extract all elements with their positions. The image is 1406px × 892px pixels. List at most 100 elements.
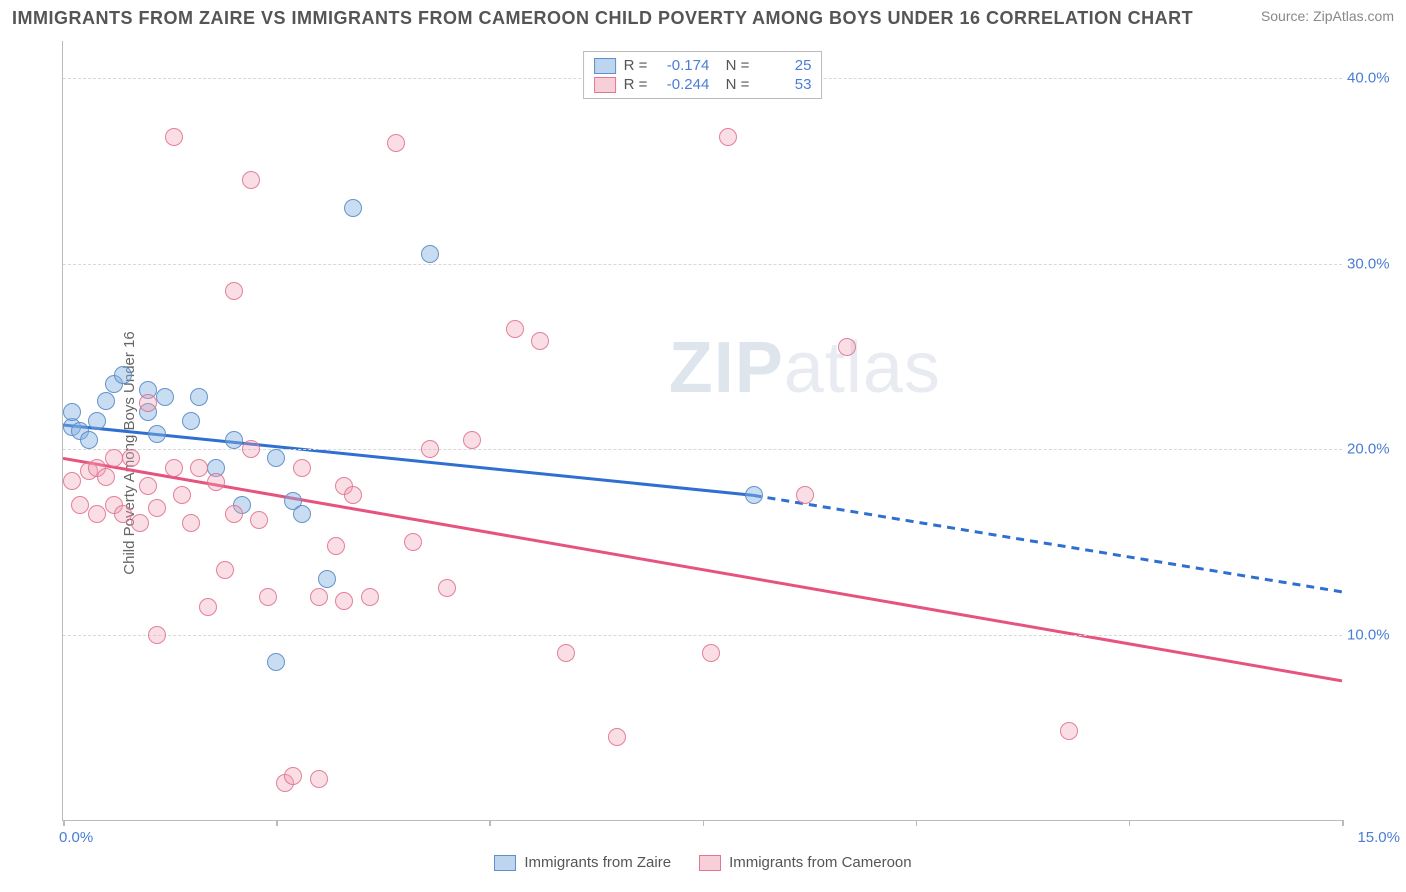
data-point (63, 472, 81, 490)
data-point (557, 644, 575, 662)
legend-n-label: N = (717, 76, 749, 93)
data-point (88, 412, 106, 430)
data-point (97, 468, 115, 486)
data-point (318, 570, 336, 588)
data-point (250, 511, 268, 529)
x-tick-mark (1129, 820, 1131, 826)
data-point (114, 366, 132, 384)
y-tick-label: 10.0% (1347, 626, 1402, 643)
data-point (225, 505, 243, 523)
data-point (1060, 722, 1078, 740)
watermark: ZIPatlas (669, 327, 941, 409)
data-point (421, 245, 439, 263)
data-point (148, 499, 166, 517)
data-point (97, 392, 115, 410)
data-point (225, 431, 243, 449)
data-point (139, 477, 157, 495)
data-point (259, 588, 277, 606)
data-point (173, 486, 191, 504)
data-point (335, 592, 353, 610)
data-point (463, 431, 481, 449)
data-point (838, 338, 856, 356)
data-point (139, 394, 157, 412)
legend-r-label: R = (624, 76, 648, 93)
data-point (438, 579, 456, 597)
x-tick-mark (489, 820, 491, 826)
watermark-thin: atlas (784, 328, 941, 408)
data-point (148, 626, 166, 644)
data-point (105, 449, 123, 467)
data-point (293, 459, 311, 477)
x-tick-mark (916, 820, 918, 826)
data-point (63, 403, 81, 421)
y-tick-label: 20.0% (1347, 441, 1402, 458)
data-point (225, 282, 243, 300)
legend-n-value: 53 (757, 76, 811, 93)
data-point (745, 486, 763, 504)
legend-series-label: Immigrants from Cameroon (729, 854, 912, 871)
data-point (207, 473, 225, 491)
x-tick-mark (703, 820, 705, 826)
data-point (310, 770, 328, 788)
gridline (63, 264, 1342, 265)
x-tick-label: 0.0% (59, 829, 93, 846)
data-point (216, 561, 234, 579)
data-point (284, 767, 302, 785)
correlation-legend: R = -0.174 N = 25 R = -0.244 N = 53 (583, 51, 823, 99)
data-point (267, 653, 285, 671)
data-point (242, 440, 260, 458)
legend-n-label: N = (717, 57, 749, 74)
data-point (80, 431, 98, 449)
x-tick-label: 15.0% (1357, 829, 1400, 846)
plot-area: R = -0.174 N = 25 R = -0.244 N = 53 ZIPa… (62, 41, 1342, 821)
data-point (182, 514, 200, 532)
swatch-zaire-icon (494, 855, 516, 871)
x-tick-mark (63, 820, 65, 826)
data-point (122, 449, 140, 467)
data-point (148, 425, 166, 443)
swatch-zaire-icon (594, 58, 616, 74)
data-point (404, 533, 422, 551)
data-point (293, 505, 311, 523)
gridline (63, 635, 1342, 636)
data-point (361, 588, 379, 606)
chart-container: Child Poverty Among Boys Under 16 R = -0… (12, 33, 1394, 873)
watermark-bold: ZIP (669, 328, 784, 408)
legend-r-label: R = (624, 57, 648, 74)
data-point (531, 332, 549, 350)
trend-lines (63, 41, 1342, 820)
data-point (719, 128, 737, 146)
legend-n-value: 25 (757, 57, 811, 74)
data-point (387, 134, 405, 152)
x-tick-mark (276, 820, 278, 826)
data-point (165, 459, 183, 477)
data-point (506, 320, 524, 338)
data-point (608, 728, 626, 746)
data-point (190, 459, 208, 477)
data-point (114, 505, 132, 523)
data-point (267, 449, 285, 467)
data-point (182, 412, 200, 430)
swatch-cameroon-icon (594, 77, 616, 93)
data-point (199, 598, 217, 616)
series-legend: Immigrants from Zaire Immigrants from Ca… (62, 854, 1344, 871)
data-point (327, 537, 345, 555)
legend-r-value: -0.244 (655, 76, 709, 93)
data-point (165, 128, 183, 146)
data-point (344, 199, 362, 217)
y-tick-label: 40.0% (1347, 70, 1402, 87)
source-label: Source: ZipAtlas.com (1261, 8, 1394, 24)
data-point (190, 388, 208, 406)
data-point (310, 588, 328, 606)
y-tick-label: 30.0% (1347, 255, 1402, 272)
data-point (131, 514, 149, 532)
legend-series-label: Immigrants from Zaire (524, 854, 671, 871)
data-point (71, 496, 89, 514)
data-point (88, 505, 106, 523)
data-point (344, 486, 362, 504)
data-point (796, 486, 814, 504)
legend-r-value: -0.174 (655, 57, 709, 74)
data-point (242, 171, 260, 189)
x-tick-mark (1342, 820, 1344, 826)
swatch-cameroon-icon (699, 855, 721, 871)
